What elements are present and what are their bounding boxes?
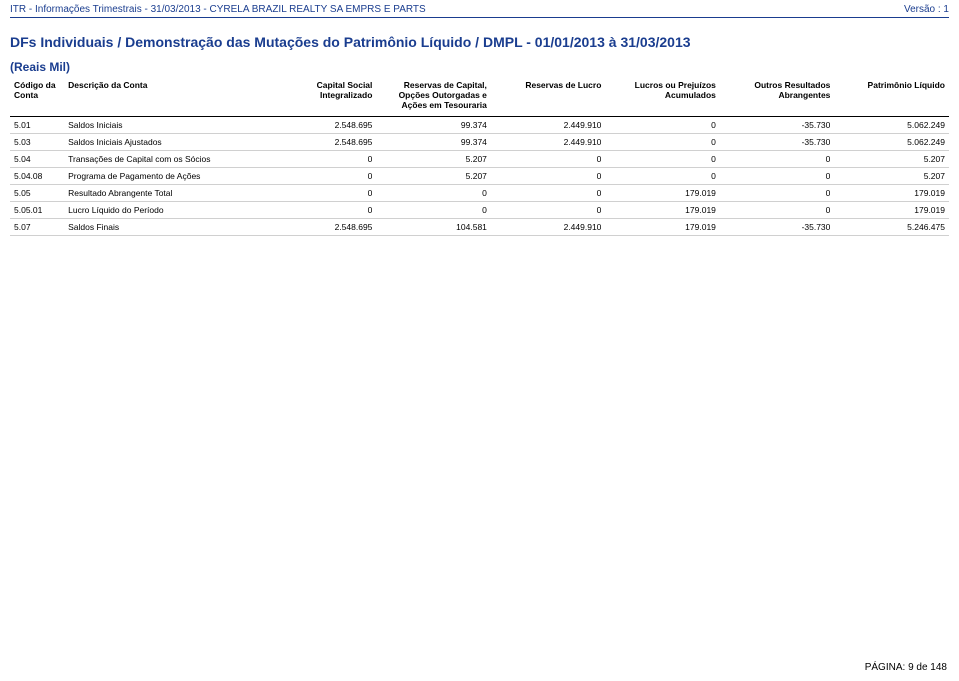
cell-value: 179.019	[834, 185, 949, 202]
cell-value: 99.374	[376, 134, 491, 151]
cell-value: 0	[720, 151, 835, 168]
col-header-outros: Outros Resultados Abrangentes	[720, 78, 835, 117]
cell-value: 179.019	[834, 202, 949, 219]
col-header-desc: Descrição da Conta	[64, 78, 262, 117]
table-row: 5.05.01 Lucro Líquido do Período 0 0 0 1…	[10, 202, 949, 219]
cell-value: 2.449.910	[491, 117, 606, 134]
cell-value: 0	[376, 202, 491, 219]
cell-value: 179.019	[605, 185, 720, 202]
table-row: 5.04.08 Programa de Pagamento de Ações 0…	[10, 168, 949, 185]
cell-value: 0	[491, 151, 606, 168]
table-row: 5.05 Resultado Abrangente Total 0 0 0 17…	[10, 185, 949, 202]
header-right: Versão : 1	[904, 4, 949, 15]
cell-codigo: 5.03	[10, 134, 64, 151]
cell-desc: Lucro Líquido do Período	[64, 202, 262, 219]
table-row: 5.03 Saldos Iniciais Ajustados 2.548.695…	[10, 134, 949, 151]
cell-value: 0	[491, 185, 606, 202]
cell-value: 0	[605, 117, 720, 134]
cell-value: 2.548.695	[262, 219, 377, 236]
cell-codigo: 5.05	[10, 185, 64, 202]
cell-value: 2.548.695	[262, 134, 377, 151]
cell-value: 0	[605, 134, 720, 151]
cell-value: 0	[720, 185, 835, 202]
cell-value: 0	[605, 151, 720, 168]
cell-value: 5.246.475	[834, 219, 949, 236]
col-header-patrimonio: Patrimônio Líquido	[834, 78, 949, 117]
cell-value: 0	[491, 202, 606, 219]
col-header-reservas-capital: Reservas de Capital, Opções Outorgadas e…	[376, 78, 491, 117]
header-left: ITR - Informações Trimestrais - 31/03/20…	[10, 4, 426, 15]
cell-value: 179.019	[605, 219, 720, 236]
cell-value: 5.207	[834, 168, 949, 185]
cell-value: 0	[491, 168, 606, 185]
page-footer: PÁGINA: 9 de 148	[865, 662, 947, 673]
cell-value: 2.449.910	[491, 134, 606, 151]
page-header: ITR - Informações Trimestrais - 31/03/20…	[0, 0, 959, 17]
cell-value: 179.019	[605, 202, 720, 219]
cell-codigo: 5.01	[10, 117, 64, 134]
cell-value: -35.730	[720, 134, 835, 151]
cell-value: 0	[262, 168, 377, 185]
cell-desc: Transações de Capital com os Sócios	[64, 151, 262, 168]
col-header-reservas-lucro: Reservas de Lucro	[491, 78, 606, 117]
cell-value: 5.062.249	[834, 117, 949, 134]
cell-value: 0	[605, 168, 720, 185]
cell-value: 5.207	[376, 168, 491, 185]
header-rule	[10, 17, 949, 18]
cell-codigo: 5.07	[10, 219, 64, 236]
cell-value: 2.548.695	[262, 117, 377, 134]
cell-value: 104.581	[376, 219, 491, 236]
cell-value: 0	[720, 168, 835, 185]
cell-value: 2.449.910	[491, 219, 606, 236]
cell-value: 0	[376, 185, 491, 202]
cell-value: 5.207	[376, 151, 491, 168]
cell-desc: Saldos Iniciais	[64, 117, 262, 134]
col-header-lucros: Lucros ou Prejuízos Acumulados	[605, 78, 720, 117]
dmpl-table: Código da Conta Descrição da Conta Capit…	[10, 78, 949, 236]
cell-desc: Resultado Abrangente Total	[64, 185, 262, 202]
cell-codigo: 5.04.08	[10, 168, 64, 185]
cell-value: -35.730	[720, 219, 835, 236]
cell-desc: Programa de Pagamento de Ações	[64, 168, 262, 185]
cell-value: 5.207	[834, 151, 949, 168]
table-row: 5.07 Saldos Finais 2.548.695 104.581 2.4…	[10, 219, 949, 236]
cell-desc: Saldos Finais	[64, 219, 262, 236]
cell-value: -35.730	[720, 117, 835, 134]
page-subtitle: (Reais Mil)	[0, 60, 959, 78]
col-header-capital: Capital Social Integralizado	[262, 78, 377, 117]
table-row: 5.01 Saldos Iniciais 2.548.695 99.374 2.…	[10, 117, 949, 134]
cell-value: 0	[262, 185, 377, 202]
cell-value: 5.062.249	[834, 134, 949, 151]
cell-codigo: 5.05.01	[10, 202, 64, 219]
table-header-row: Código da Conta Descrição da Conta Capit…	[10, 78, 949, 117]
cell-codigo: 5.04	[10, 151, 64, 168]
page-title: DFs Individuais / Demonstração das Mutaç…	[0, 28, 959, 60]
cell-value: 0	[262, 202, 377, 219]
cell-desc: Saldos Iniciais Ajustados	[64, 134, 262, 151]
col-header-codigo: Código da Conta	[10, 78, 64, 117]
cell-value: 0	[262, 151, 377, 168]
cell-value: 99.374	[376, 117, 491, 134]
cell-value: 0	[720, 202, 835, 219]
table-row: 5.04 Transações de Capital com os Sócios…	[10, 151, 949, 168]
